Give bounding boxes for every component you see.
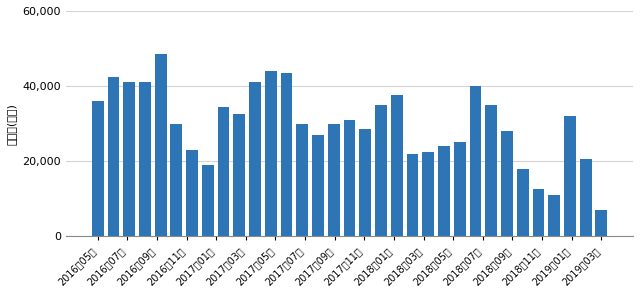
Bar xyxy=(186,150,198,236)
Bar xyxy=(438,146,450,236)
Bar xyxy=(281,73,292,236)
Bar xyxy=(344,120,355,236)
Bar xyxy=(359,129,371,236)
Bar xyxy=(249,82,261,236)
Bar xyxy=(155,54,166,236)
Bar xyxy=(422,152,434,236)
Bar xyxy=(580,159,591,236)
Bar xyxy=(124,82,135,236)
Bar xyxy=(406,154,419,236)
Bar xyxy=(485,105,497,236)
Bar xyxy=(328,124,340,236)
Bar xyxy=(470,86,481,236)
Bar xyxy=(139,82,151,236)
Bar xyxy=(564,116,576,236)
Bar xyxy=(265,71,276,236)
Bar xyxy=(391,96,403,236)
Bar xyxy=(218,107,230,236)
Bar xyxy=(202,165,214,236)
Bar xyxy=(296,124,308,236)
Bar xyxy=(312,135,324,236)
Y-axis label: 거래량(건수): 거래량(건수) xyxy=(7,103,17,145)
Bar xyxy=(234,114,245,236)
Bar xyxy=(595,210,607,236)
Bar xyxy=(501,131,513,236)
Bar xyxy=(532,189,544,236)
Bar xyxy=(108,77,119,236)
Bar xyxy=(170,124,182,236)
Bar xyxy=(516,169,529,236)
Bar xyxy=(454,143,466,236)
Bar xyxy=(92,101,104,236)
Bar xyxy=(548,195,560,236)
Bar xyxy=(375,105,387,236)
